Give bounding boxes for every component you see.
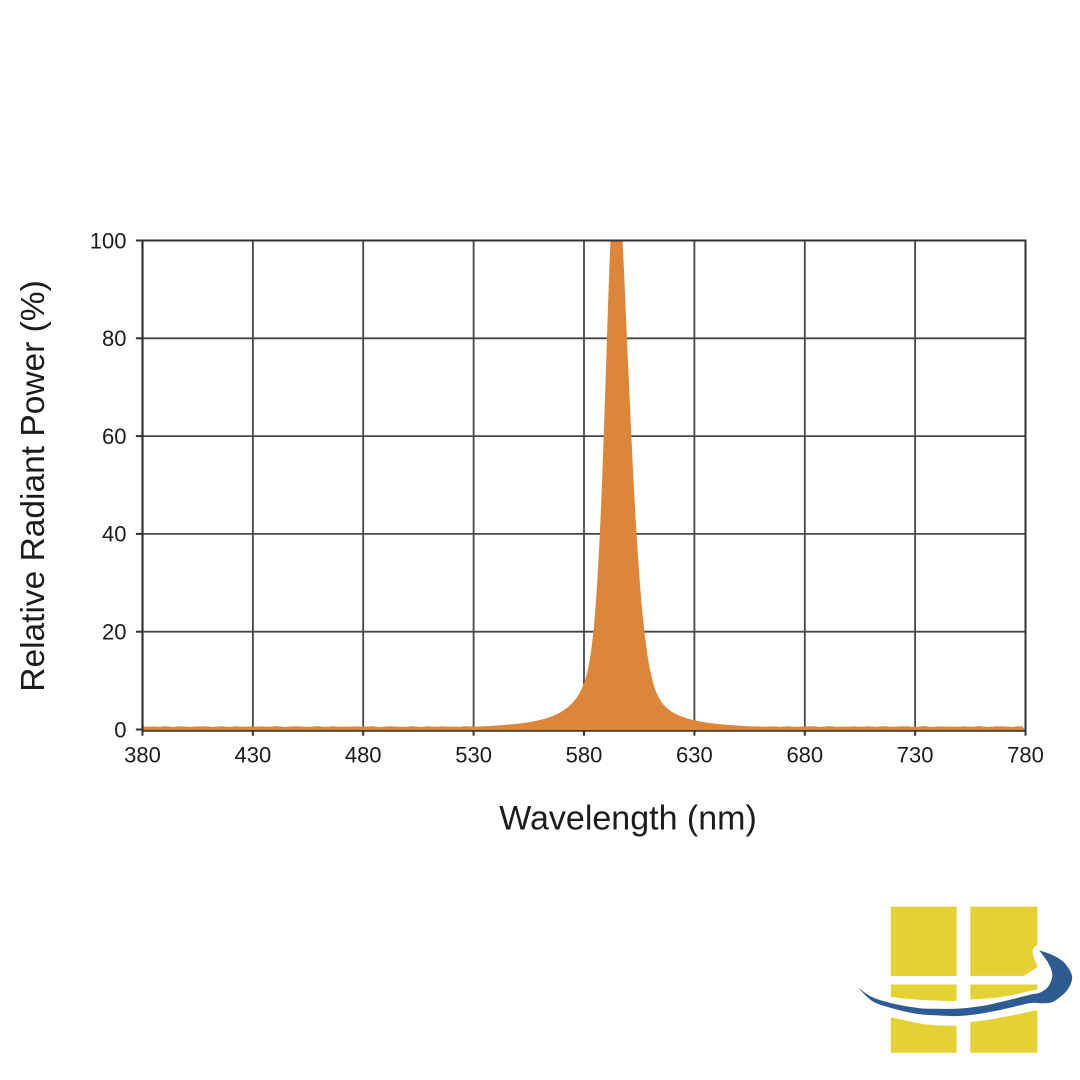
- svg-text:Relative Radiant Power (%): Relative Radiant Power (%): [15, 280, 52, 691]
- svg-text:730: 730: [897, 743, 934, 768]
- svg-text:0: 0: [114, 717, 126, 742]
- svg-text:Wavelength (nm): Wavelength (nm): [499, 799, 757, 837]
- svg-text:530: 530: [455, 743, 492, 768]
- svg-text:680: 680: [786, 743, 823, 768]
- svg-text:430: 430: [235, 743, 272, 768]
- svg-text:480: 480: [345, 743, 382, 768]
- svg-text:80: 80: [102, 326, 126, 351]
- svg-text:780: 780: [1007, 743, 1044, 768]
- svg-text:100: 100: [90, 228, 127, 253]
- svg-text:380: 380: [124, 743, 161, 768]
- svg-text:580: 580: [566, 743, 603, 768]
- svg-text:60: 60: [102, 424, 126, 449]
- svg-text:20: 20: [102, 620, 126, 645]
- svg-text:40: 40: [102, 522, 126, 547]
- svg-text:630: 630: [676, 743, 713, 768]
